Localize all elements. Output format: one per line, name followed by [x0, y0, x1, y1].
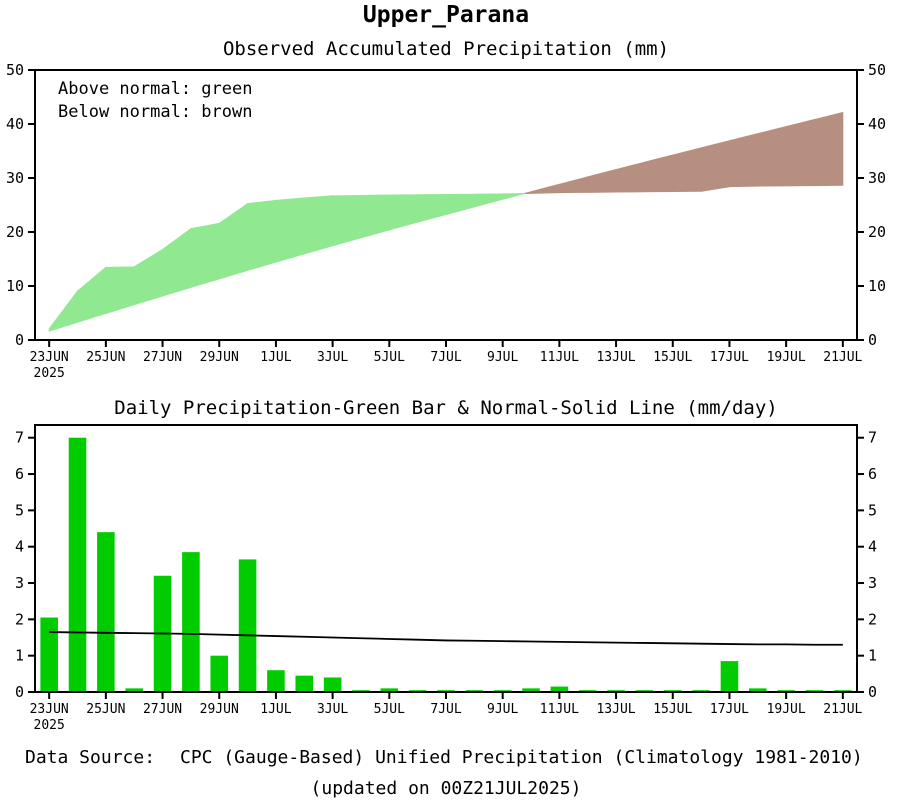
x-tick-label: 9JUL	[487, 702, 518, 717]
x-tick-label: 3JUL	[317, 702, 348, 717]
plot-frame	[34, 424, 858, 693]
x-tick-label: 11JUL	[540, 702, 579, 717]
y-tick-label: 0	[868, 683, 877, 701]
data-source-text: CPC (Gauge-Based) Unified Precipitation …	[180, 747, 863, 768]
x-tick-label: 1JUL	[260, 350, 291, 365]
x-tick-label: 23JUN	[30, 702, 69, 717]
plot-frame	[34, 69, 858, 341]
y-tick-label: 3	[868, 574, 877, 592]
y-tick-label: 5	[15, 501, 24, 519]
x-tick-label: 15JUL	[653, 350, 692, 365]
page-title: Upper_Parana	[363, 2, 529, 28]
daily-precip-bar	[68, 437, 87, 692]
x-year-label: 2025	[34, 366, 65, 381]
y-tick-label: 20	[868, 223, 886, 241]
x-tick-label: 29JUN	[200, 702, 239, 717]
y-tick-label: 7	[868, 429, 877, 447]
x-tick-label: 17JUL	[710, 702, 749, 717]
daily-chart-title: Daily Precipitation-Green Bar & Normal-S…	[114, 397, 777, 419]
accumulated-chart-title: Observed Accumulated Precipitation (mm)	[223, 38, 669, 60]
data-source-label: Data Source:	[25, 747, 155, 768]
y-tick-label: 5	[868, 501, 877, 519]
y-tick-label: 4	[15, 538, 24, 556]
daily-precip-bar	[749, 688, 767, 692]
y-tick-label: 1	[15, 647, 24, 665]
x-tick-label: 25JUN	[86, 350, 125, 365]
daily-precip-bar	[40, 617, 58, 692]
normal-precip-line	[49, 631, 843, 646]
below-normal-note: Below normal: brown	[58, 102, 252, 122]
above-normal-area	[48, 193, 525, 332]
x-tick-label: 13JUL	[596, 702, 635, 717]
x-tick-label: 5JUL	[374, 702, 405, 717]
daily-precip-bar	[238, 559, 257, 692]
x-tick-label: 27JUN	[143, 702, 182, 717]
y-tick-label: 0	[15, 331, 24, 349]
y-tick-label: 20	[6, 223, 24, 241]
x-tick-label: 29JUN	[200, 350, 239, 365]
daily-precip-bar	[267, 670, 285, 692]
y-tick-label: 4	[868, 538, 877, 556]
x-tick-label: 7JUL	[430, 350, 461, 365]
daily-precip-bar	[295, 675, 314, 692]
y-tick-label: 10	[6, 277, 24, 295]
x-tick-label: 23JUN	[30, 350, 69, 365]
x-tick-label: 5JUL	[374, 350, 405, 365]
y-tick-label: 0	[868, 331, 877, 349]
y-tick-label: 3	[15, 574, 24, 592]
x-tick-label: 7JUL	[430, 702, 461, 717]
daily-precip-bar	[97, 532, 115, 692]
daily-precip-bar	[720, 661, 739, 692]
y-tick-label: 40	[6, 115, 24, 133]
x-tick-label: 19JUL	[767, 350, 806, 365]
x-tick-label: 25JUN	[86, 702, 125, 717]
x-tick-label: 21JUL	[823, 702, 862, 717]
y-tick-label: 6	[868, 465, 877, 483]
y-tick-label: 2	[15, 610, 24, 628]
x-tick-label: 17JUL	[710, 350, 749, 365]
x-tick-label: 21JUL	[823, 350, 862, 365]
daily-precip-bar	[380, 688, 399, 692]
x-year-label: 2025	[34, 718, 65, 733]
x-tick-label: 15JUL	[653, 702, 692, 717]
daily-precip-bar	[323, 677, 342, 692]
daily-precip-bar	[210, 655, 229, 692]
y-tick-label: 0	[15, 683, 24, 701]
x-tick-label: 3JUL	[317, 350, 348, 365]
updated-text: (updated on 00Z21JUL2025)	[311, 778, 582, 799]
daily-precip-bar	[550, 686, 569, 692]
daily-precip-bar	[182, 552, 200, 692]
y-tick-label: 30	[6, 169, 24, 187]
x-tick-label: 9JUL	[487, 350, 518, 365]
daily-precip-bar	[125, 688, 143, 692]
above-normal-note: Above normal: green	[58, 79, 252, 99]
below-normal-area	[524, 111, 844, 195]
x-tick-label: 11JUL	[540, 350, 579, 365]
y-tick-label: 30	[868, 169, 886, 187]
y-tick-label: 6	[15, 465, 24, 483]
y-tick-label: 2	[868, 610, 877, 628]
x-tick-label: 1JUL	[260, 702, 291, 717]
y-tick-label: 50	[868, 61, 886, 79]
y-tick-label: 10	[868, 277, 886, 295]
x-tick-label: 13JUL	[596, 350, 635, 365]
y-tick-label: 7	[15, 429, 24, 447]
x-tick-label: 19JUL	[767, 702, 806, 717]
daily-precip-bar	[522, 688, 540, 692]
y-tick-label: 1	[868, 647, 877, 665]
y-tick-label: 50	[6, 61, 24, 79]
y-tick-label: 40	[868, 115, 886, 133]
x-tick-label: 27JUN	[143, 350, 182, 365]
